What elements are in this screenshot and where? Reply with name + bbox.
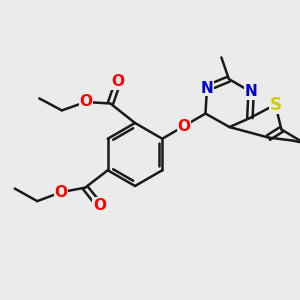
Text: S: S: [269, 95, 281, 113]
Text: O: O: [55, 185, 68, 200]
Text: O: O: [93, 198, 106, 213]
Text: O: O: [111, 74, 124, 89]
Text: O: O: [177, 118, 190, 134]
Text: N: N: [245, 85, 257, 100]
Text: N: N: [201, 80, 213, 95]
Text: O: O: [79, 94, 92, 110]
